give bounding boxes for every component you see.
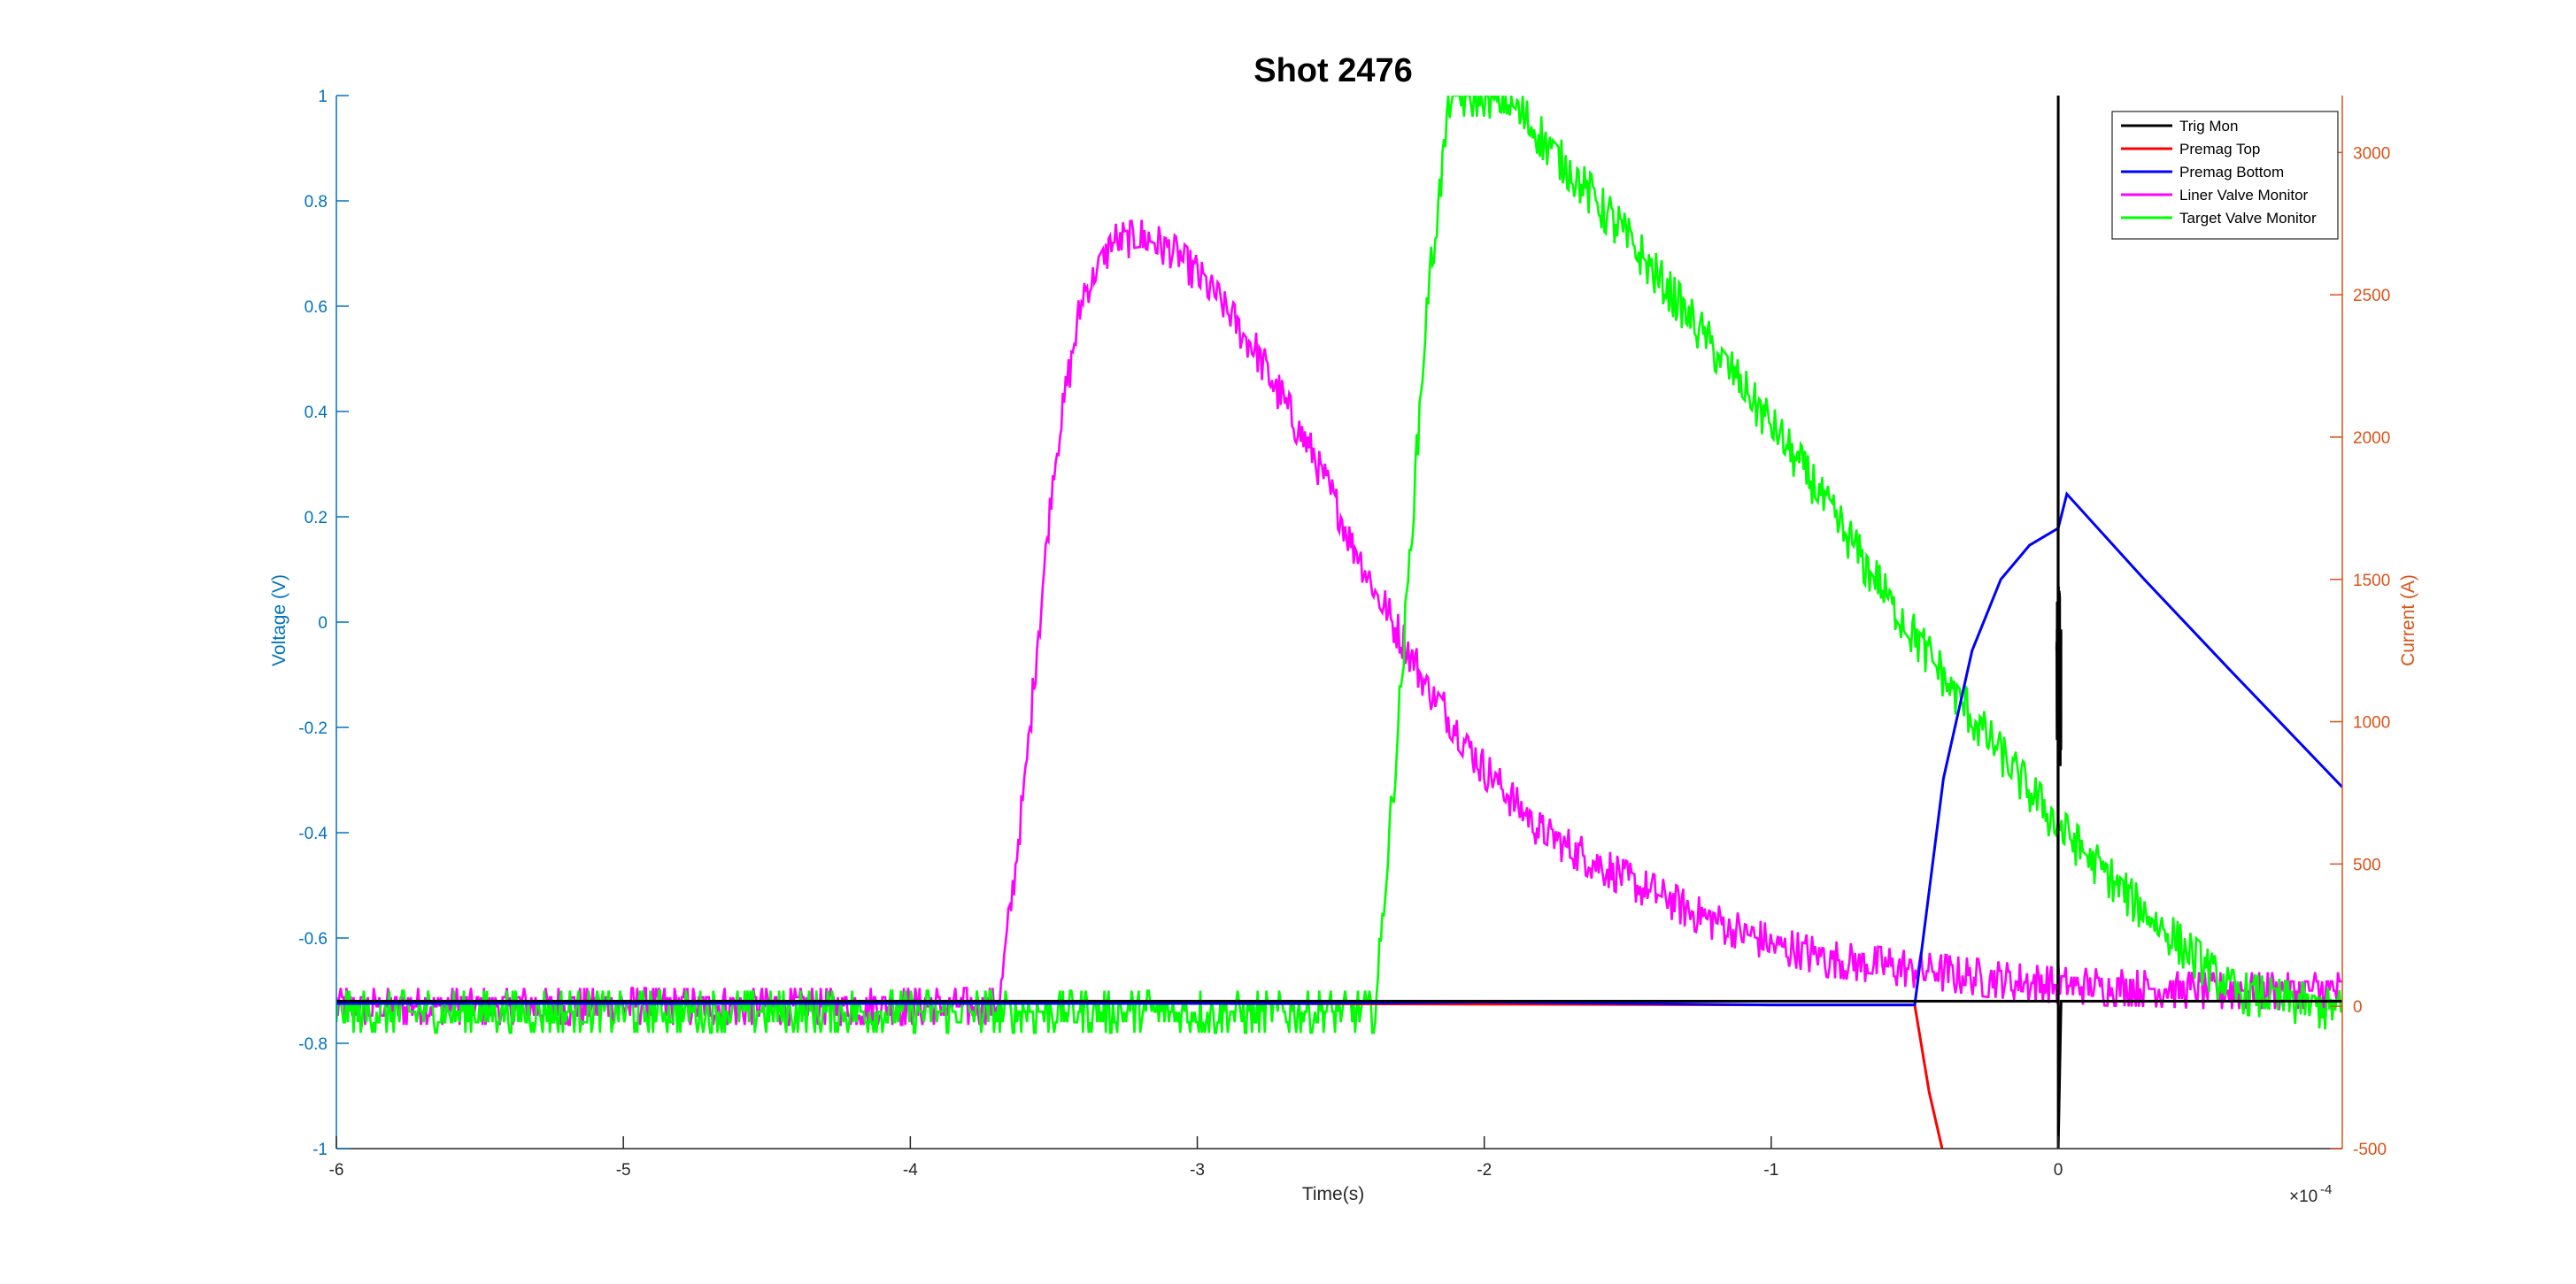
y-left-tick-label: -0.2 bbox=[298, 719, 328, 738]
legend: Trig Mon Premag Top Premag Bottom Liner Val… bbox=[2111, 111, 2339, 240]
plot-area bbox=[336, 96, 2342, 1149]
x-exponent-power: -4 bbox=[2320, 1182, 2332, 1197]
x-tick-label: -2 bbox=[1477, 1161, 1492, 1180]
legend-entry-label: Trig Mon bbox=[2179, 118, 2238, 135]
legend-entry-label: Premag Top bbox=[2179, 141, 2260, 158]
legend-entry-label: Premag Bottom bbox=[2179, 164, 2284, 181]
y-right-tick-label: 1000 bbox=[2353, 714, 2390, 733]
x-tick-label: -5 bbox=[616, 1161, 631, 1180]
legend-entry-label: Liner Valve Monitor bbox=[2179, 187, 2309, 204]
y-left-tick-label: 0.8 bbox=[305, 193, 328, 211]
y-left-axis-label: Voltage (V) bbox=[269, 574, 289, 666]
y-left-tick-label: -1 bbox=[312, 1141, 328, 1159]
y-right-tick-label: 1500 bbox=[2353, 572, 2390, 590]
legend-entry-label: Target Valve Monitor bbox=[2179, 210, 2317, 227]
y-left-tick-label: 0.2 bbox=[305, 509, 328, 527]
y-left-tick-label: 1 bbox=[318, 88, 328, 106]
x-tick-label: -3 bbox=[1190, 1161, 1205, 1180]
x-exponent: ×10 -4 bbox=[2289, 1182, 2332, 1206]
y-left-tick-label: -0.4 bbox=[298, 825, 328, 843]
series-line-target-valve-monitor bbox=[336, 96, 2342, 1034]
x-tick-label: -6 bbox=[329, 1161, 344, 1180]
x-tick-label: -1 bbox=[1763, 1161, 1778, 1180]
y-right-tick-label: 0 bbox=[2353, 998, 2363, 1017]
x-tick-label: -4 bbox=[903, 1161, 918, 1180]
y-right-tick-label: 3000 bbox=[2353, 144, 2390, 163]
chart-title: Shot 2476 bbox=[1253, 52, 1413, 89]
y-right-axis-label: Current (A) bbox=[2398, 574, 2418, 666]
axes: -6 -5 -4 -3 -2 -1 0 -1 -0.8 -0.6 -0.4 -0.2 0 0.2 0.4 0.… bbox=[298, 88, 2390, 1180]
series-line-premag-bottom bbox=[336, 491, 2342, 1007]
trig-mon-burst bbox=[2055, 586, 2063, 766]
x-exponent-base: ×10 bbox=[2289, 1188, 2318, 1206]
y-left-tick-label: 0.6 bbox=[305, 298, 328, 317]
y-left-tick-label: -0.8 bbox=[298, 1035, 328, 1054]
y-left-tick-label: -0.6 bbox=[298, 930, 328, 949]
series-line-liner-valve-monitor bbox=[336, 219, 2342, 1026]
y-right-tick-label: 2500 bbox=[2353, 287, 2390, 305]
y-left-tick-label: 0 bbox=[318, 614, 328, 633]
y-right-tick-label: 500 bbox=[2353, 856, 2381, 874]
y-left-tick-label: 0.4 bbox=[305, 404, 328, 422]
x-axis-label: Time(s) bbox=[1302, 1184, 1364, 1204]
x-tick-label: 0 bbox=[2054, 1161, 2063, 1180]
y-right-tick-label: -500 bbox=[2353, 1141, 2387, 1159]
y-right-tick-label: 2000 bbox=[2353, 429, 2390, 448]
